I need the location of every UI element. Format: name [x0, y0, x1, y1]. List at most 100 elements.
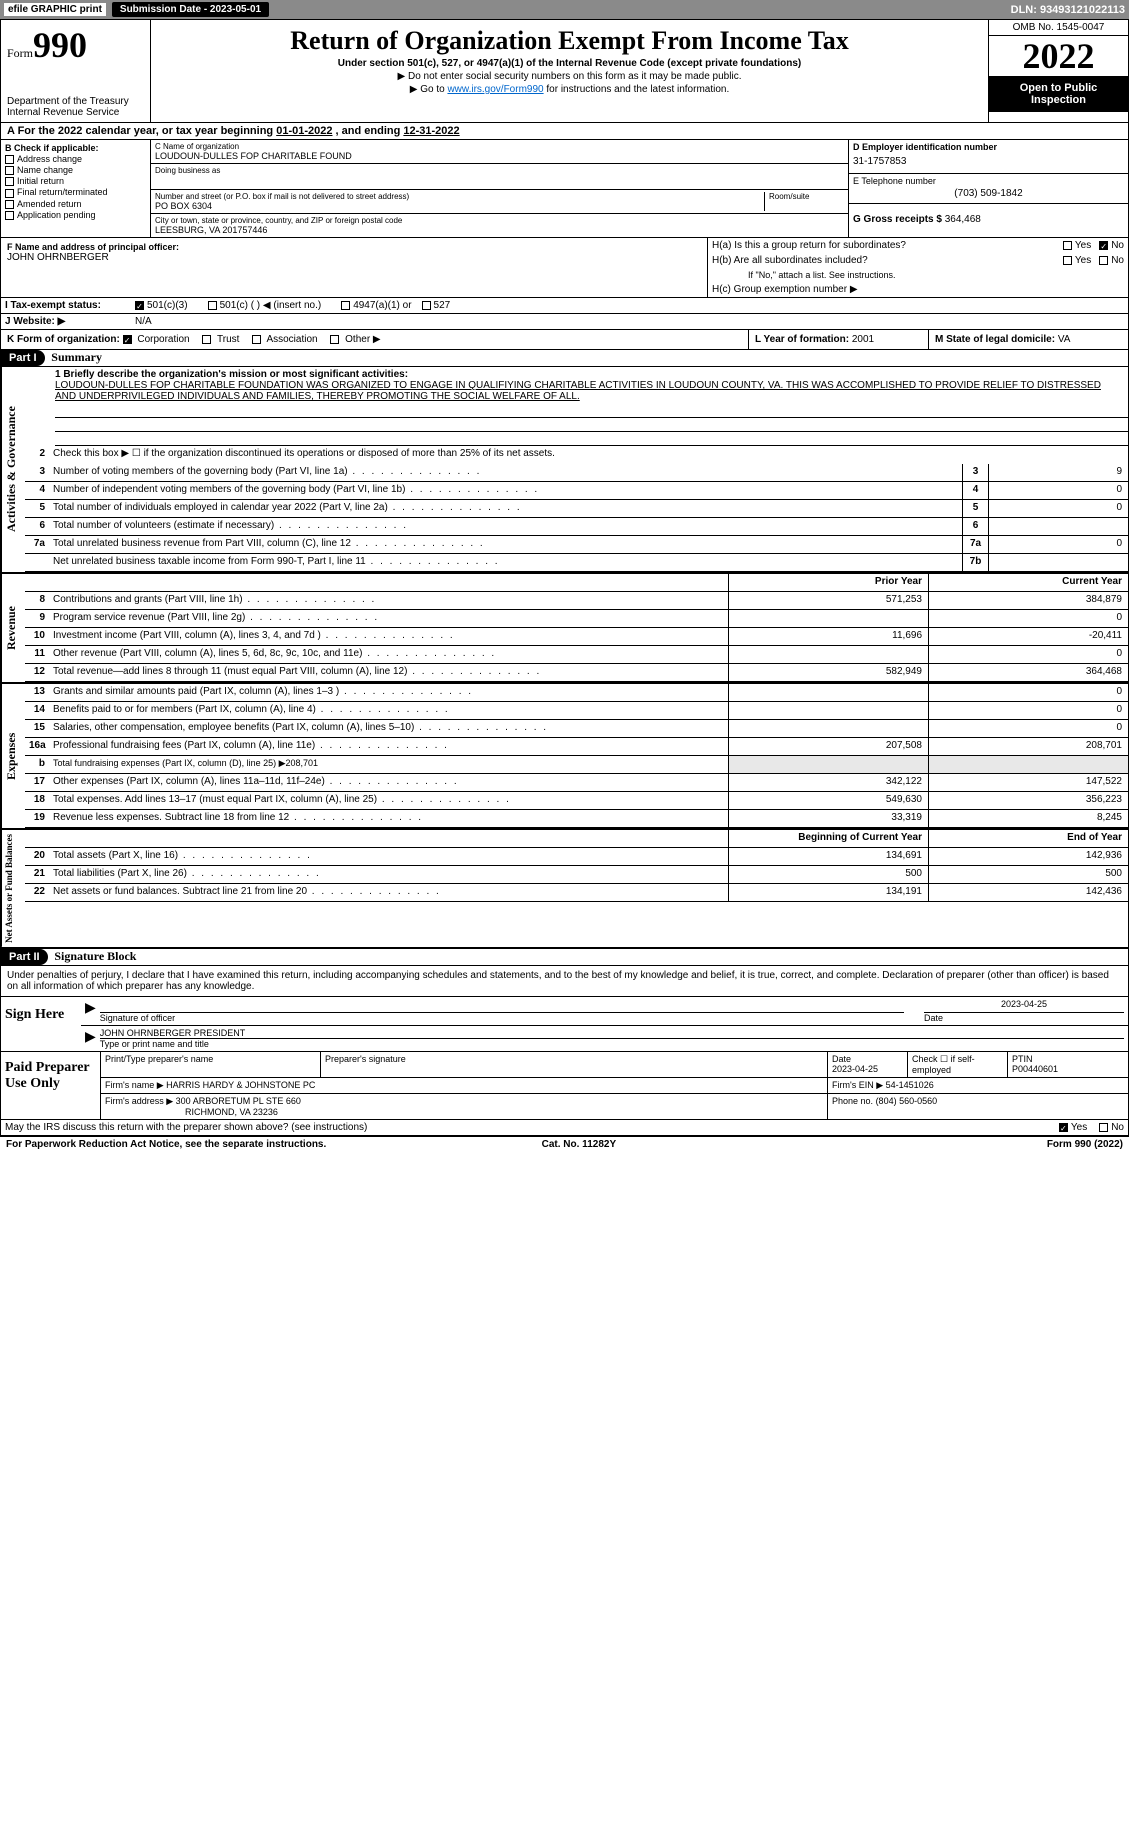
phone-val: (703) 509-1842 [853, 186, 1124, 201]
officer-name-line: ▶ JOHN OHRNBERGER PRESIDENT Type or prin… [81, 1026, 1128, 1051]
firm-ein-cell: Firm's EIN ▶ 54-1451026 [828, 1078, 1128, 1093]
line-2: 2 Check this box ▶ ☐ if the organization… [25, 446, 1128, 464]
summary-line-22: 22Net assets or fund balances. Subtract … [25, 884, 1128, 902]
ha-yes[interactable]: Yes [1063, 240, 1091, 251]
chk-trust[interactable] [202, 335, 211, 344]
irs-link[interactable]: www.irs.gov/Form990 [447, 84, 543, 95]
period-row: A For the 2022 calendar year, or tax yea… [1, 123, 1128, 140]
section-l: L Year of formation: 2001 [748, 330, 928, 349]
firm-ein: 54-1451026 [886, 1080, 934, 1090]
firm-addr-cell: Firm's address ▶ 300 ARBORETUM PL STE 66… [101, 1094, 828, 1119]
period-begin: 01-01-2022 [276, 125, 332, 137]
website-val: N/A [135, 316, 152, 327]
part1-label: Part I [1, 350, 45, 366]
prep-name-lbl: Print/Type preparer's name [101, 1052, 321, 1077]
section-b-title: B Check if applicable: [5, 143, 146, 153]
summary-line-18: 18Total expenses. Add lines 13–17 (must … [25, 792, 1128, 810]
summary-line-6: 6Total number of volunteers (estimate if… [25, 518, 1128, 536]
section-c: C Name of organization LOUDOUN-DULLES FO… [151, 140, 848, 237]
website-lbl: J Website: ▶ [5, 316, 135, 327]
discuss-no[interactable] [1099, 1123, 1108, 1132]
chk-501c[interactable] [208, 301, 217, 310]
section-f: F Name and address of principal officer:… [1, 238, 708, 297]
summary-line-11: 11Other revenue (Part VIII, column (A), … [25, 646, 1128, 664]
col-begin: Beginning of Current Year [728, 830, 928, 847]
chk-pending[interactable]: Application pending [5, 210, 146, 220]
chk-name[interactable]: Name change [5, 165, 146, 175]
paid-prep-lbl: Paid Preparer Use Only [1, 1052, 101, 1119]
hb-yes[interactable]: Yes [1063, 255, 1091, 266]
domicile-lbl: M State of legal domicile: [935, 334, 1055, 345]
chk-527[interactable] [422, 301, 431, 310]
chk-amended[interactable]: Amended return [5, 199, 146, 209]
mission-block: 1 Briefly describe the organization's mi… [25, 367, 1128, 404]
hc-lbl: H(c) Group exemption number ▶ [708, 282, 1128, 297]
revenue-section: Revenue Prior Year Current Year 8Contrib… [1, 574, 1128, 684]
paid-preparer-row: Paid Preparer Use Only Print/Type prepar… [1, 1052, 1128, 1120]
submission-date-btn[interactable]: Submission Date - 2023-05-01 [112, 2, 269, 17]
prep-line-1: Print/Type preparer's name Preparer's si… [101, 1052, 1128, 1078]
efile-label: efile GRAPHIC print [4, 3, 106, 16]
part2-header: Part II Signature Block [1, 949, 1128, 966]
ha-no[interactable]: ✓No [1099, 240, 1124, 251]
chk-corp[interactable]: ✓ [123, 335, 132, 344]
summary-line-20: 20Total assets (Part X, line 16)134,6911… [25, 848, 1128, 866]
part1-title: Summary [51, 350, 102, 364]
phone-cell: E Telephone number (703) 509-1842 [849, 174, 1128, 204]
chk-501c3[interactable]: ✓ [135, 301, 144, 310]
summary-line-5: 5Total number of individuals employed in… [25, 500, 1128, 518]
chk-other[interactable] [330, 335, 339, 344]
summary-line-15: 15Salaries, other compensation, employee… [25, 720, 1128, 738]
officer-printed-name: JOHN OHRNBERGER PRESIDENT [100, 1028, 1124, 1039]
discuss-yes[interactable]: ✓ [1059, 1123, 1068, 1132]
sign-here-row: Sign Here ▶ Signature of officer 2023-04… [1, 997, 1128, 1052]
hb-note: If "No," attach a list. See instructions… [708, 268, 1128, 282]
room-lbl: Room/suite [769, 192, 844, 201]
officer-lbl: F Name and address of principal officer: [7, 242, 701, 252]
summary-line-17: 17Other expenses (Part IX, column (A), l… [25, 774, 1128, 792]
section-j: J Website: ▶ N/A [1, 314, 1128, 330]
l1-lbl: 1 Briefly describe the organization's mi… [55, 369, 1122, 380]
sig-officer-line: ▶ Signature of officer 2023-04-25 Date [81, 997, 1128, 1026]
summary-line-b: bTotal fundraising expenses (Part IX, co… [25, 756, 1128, 774]
opt-527: 527 [434, 300, 451, 311]
opt-501c3: 501(c)(3) [147, 300, 188, 311]
chk-assoc[interactable] [252, 335, 261, 344]
period-pre: A For the 2022 calendar year, or tax yea… [7, 125, 276, 137]
tax-year: 2022 [989, 36, 1128, 76]
paperwork-notice: For Paperwork Reduction Act Notice, see … [6, 1139, 326, 1150]
dln-label: DLN: 93493121022113 [1011, 4, 1125, 16]
form-990: Form990 Department of the Treasury Inter… [0, 19, 1129, 1137]
blank-line-2 [55, 418, 1128, 432]
section-fh-row: F Name and address of principal officer:… [1, 238, 1128, 298]
part2-label: Part II [1, 949, 48, 965]
vtab-expenses: Expenses [1, 684, 25, 828]
period-mid: , and ending [332, 125, 403, 137]
firm-name-cell: Firm's name ▶ HARRIS HARDY & JOHNSTONE P… [101, 1078, 828, 1093]
org-name-lbl: C Name of organization [155, 142, 844, 151]
gross-cell: G Gross receipts $ 364,468 [849, 204, 1128, 227]
prep-check-cell[interactable]: Check ☐ if self-employed [908, 1052, 1008, 1077]
mission-text: LOUDOUN-DULLES FOP CHARITABLE FOUNDATION… [55, 380, 1122, 402]
chk-4947[interactable] [341, 301, 350, 310]
chk-address[interactable]: Address change [5, 154, 146, 164]
hb-lbl: H(b) Are all subordinates included? [712, 255, 1063, 266]
section-m: M State of legal domicile: VA [928, 330, 1128, 349]
discuss-lbl: May the IRS discuss this return with the… [5, 1122, 1059, 1133]
section-klm: K Form of organization: ✓ Corporation Tr… [1, 330, 1128, 350]
hb-no[interactable]: No [1099, 255, 1124, 266]
omb-number: OMB No. 1545-0047 [989, 20, 1128, 36]
year-form-lbl: L Year of formation: [755, 334, 849, 345]
open-to-public: Open to Public Inspection [989, 76, 1128, 112]
section-de: D Employer identification number 31-1757… [848, 140, 1128, 237]
expenses-section: Expenses 13Grants and similar amounts pa… [1, 684, 1128, 830]
form-org-lbl: K Form of organization: [7, 334, 120, 345]
summary-line-3: 3Number of voting members of the governi… [25, 464, 1128, 482]
chk-initial[interactable]: Initial return [5, 176, 146, 186]
goto-note: ▶ Go to www.irs.gov/Form990 for instruct… [159, 84, 980, 95]
city-lbl: City or town, state or province, country… [155, 216, 844, 225]
declaration: Under penalties of perjury, I declare th… [1, 966, 1128, 997]
chk-final[interactable]: Final return/terminated [5, 187, 146, 197]
net-assets-section: Net Assets or Fund Balances Beginning of… [1, 830, 1128, 949]
col-end: End of Year [928, 830, 1128, 847]
